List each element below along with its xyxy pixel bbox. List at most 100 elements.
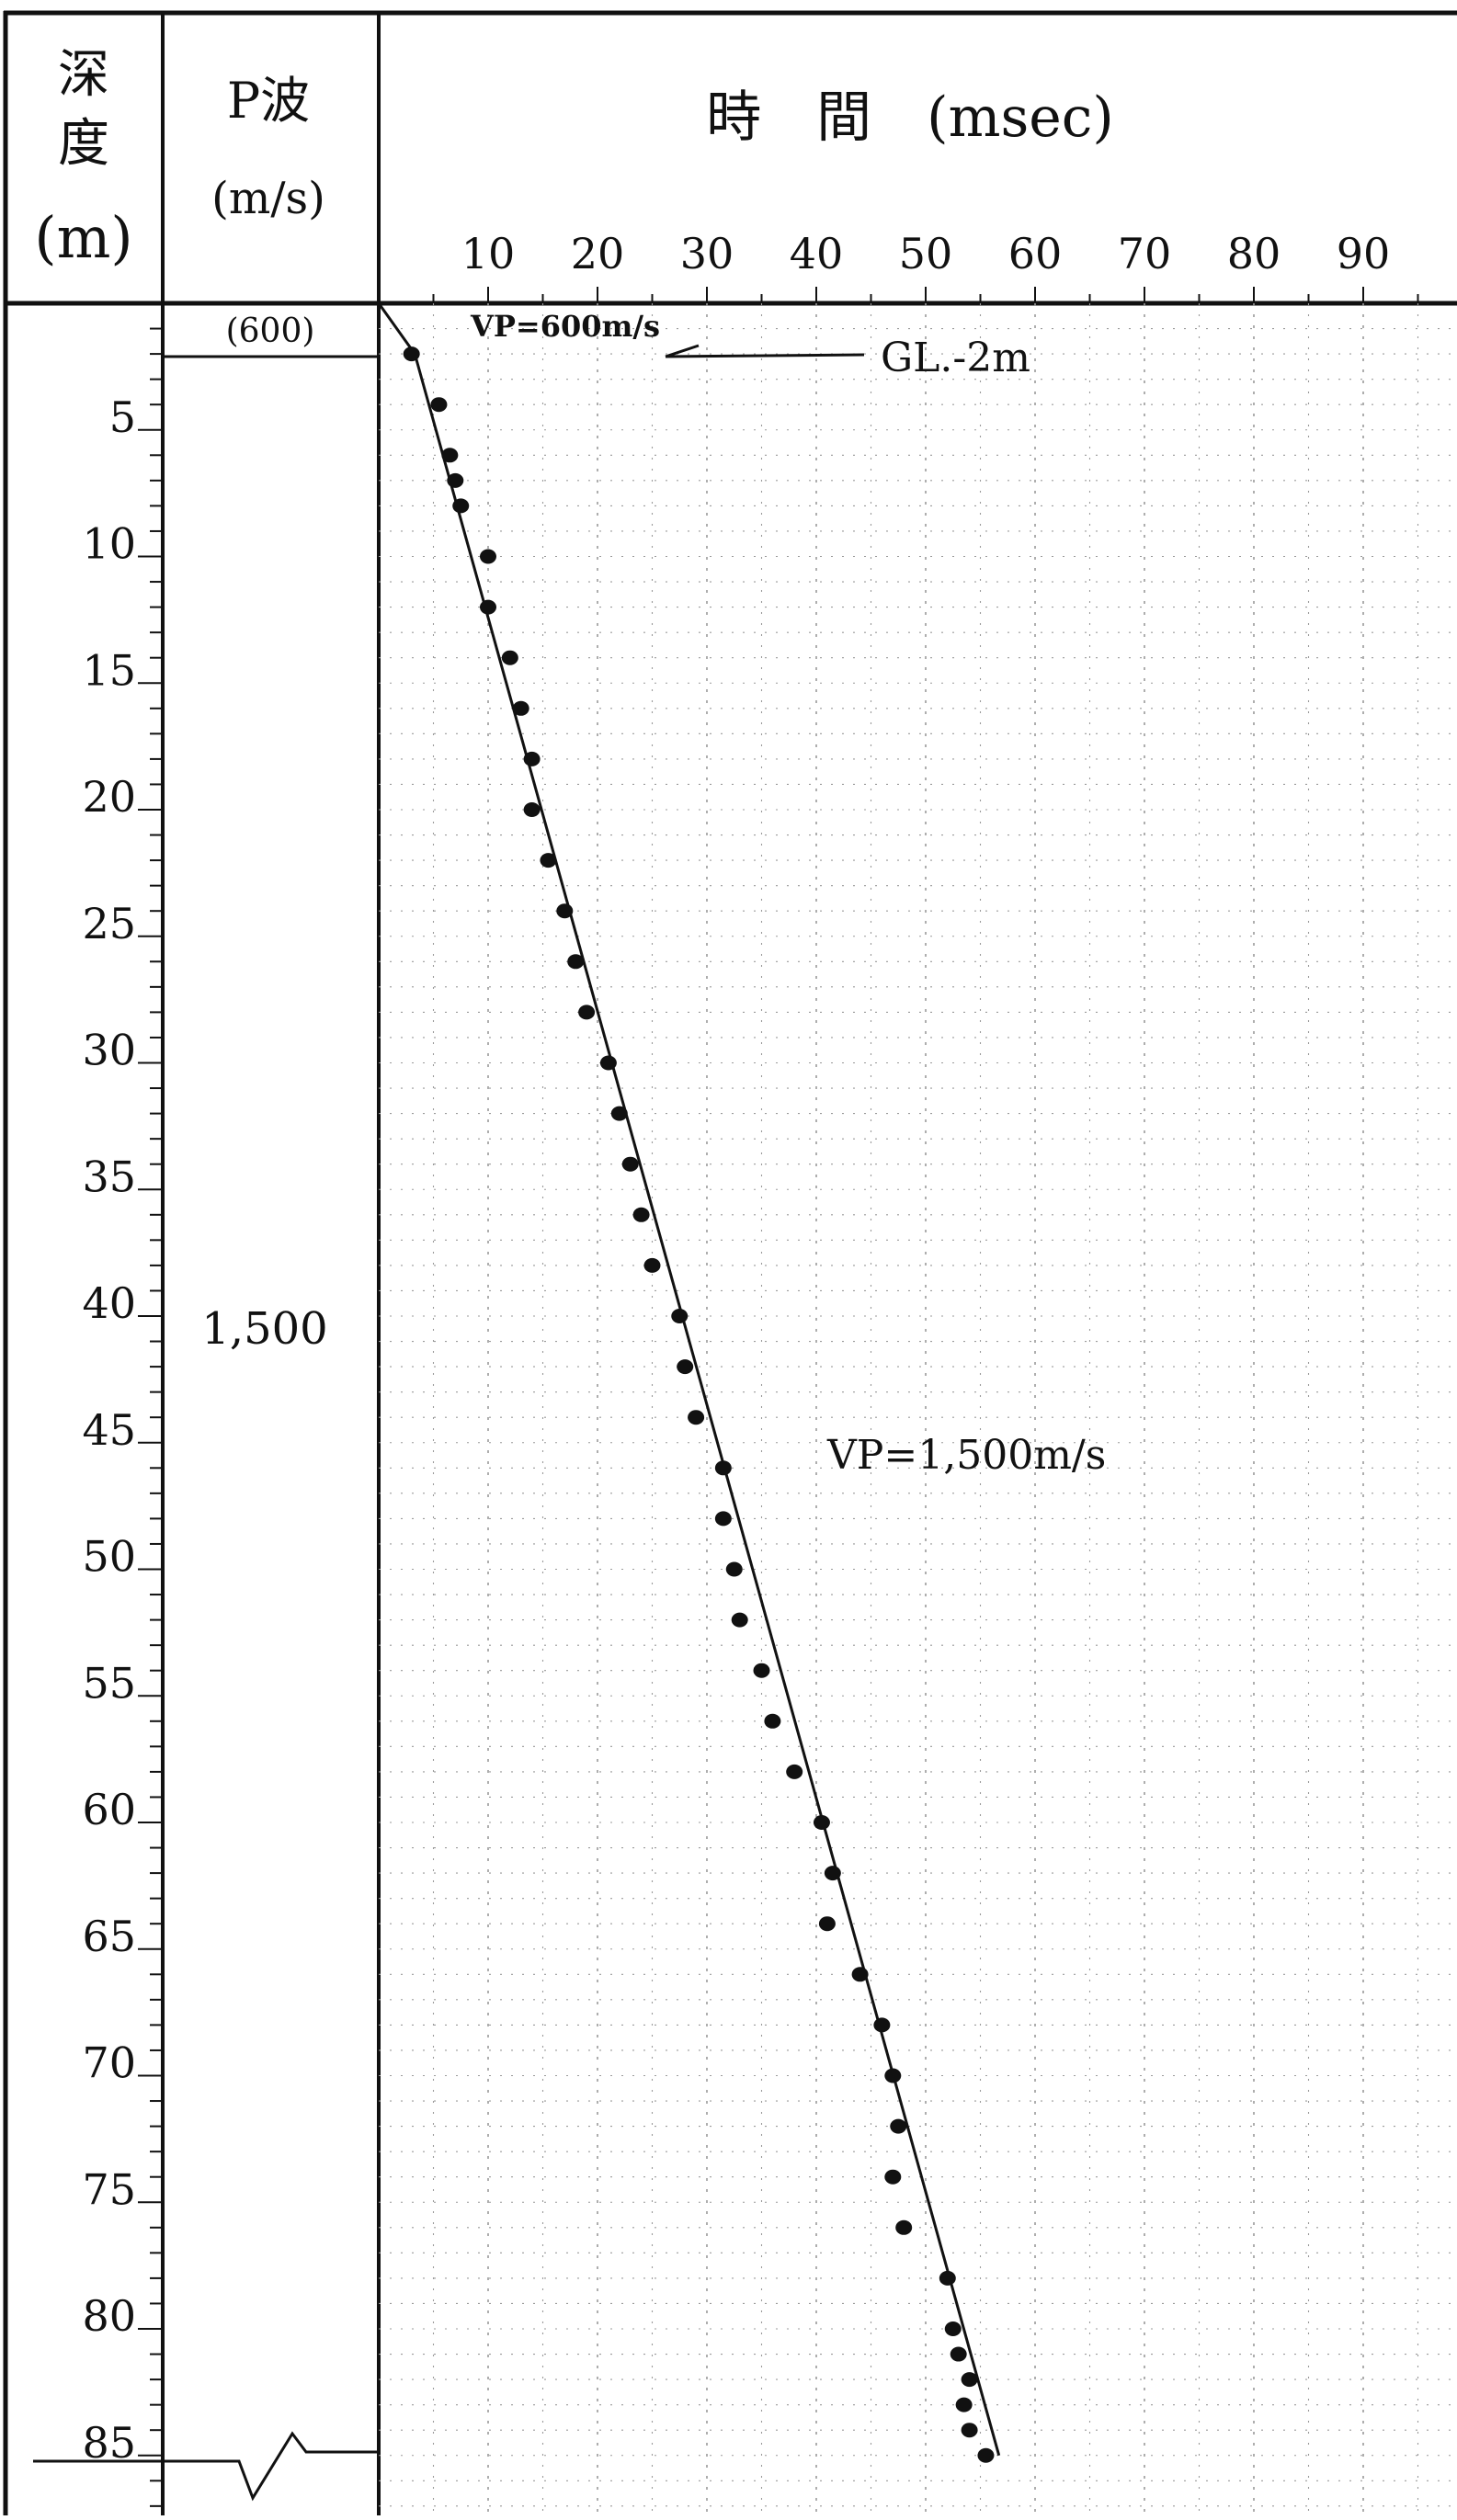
data-point (688, 1410, 705, 1425)
data-point (403, 346, 420, 362)
data-point (851, 1967, 869, 1982)
depth-header-line1: 深 (58, 45, 109, 105)
data-point (599, 1055, 617, 1071)
data-point (753, 1663, 770, 1678)
grid (379, 303, 1457, 2515)
x-tick-label: 40 (790, 229, 844, 278)
y-tick-label: 10 (82, 519, 136, 569)
y-tick-label: 20 (82, 772, 136, 822)
gl-leader-hook (665, 344, 700, 358)
data-point (955, 2397, 973, 2412)
data-point (540, 853, 557, 868)
data-point (556, 903, 574, 919)
pwave-header-line1: P波 (227, 72, 310, 130)
data-point (939, 2270, 956, 2286)
data-point (512, 700, 529, 716)
fit-line (413, 353, 1001, 2457)
depth-header-line3: (m) (34, 204, 132, 271)
x-tick-label: 80 (1227, 229, 1281, 278)
y-tick-label: 45 (82, 1405, 136, 1455)
pwave-header-line2: (m/s) (211, 173, 325, 224)
x-tick-label: 10 (461, 229, 516, 278)
x-tick-label: 20 (571, 229, 625, 278)
data-point (480, 549, 496, 564)
data-point (632, 1207, 650, 1222)
break-symbol (33, 2431, 377, 2502)
x-tick-label: 30 (680, 229, 734, 278)
gl-leader-line (665, 353, 865, 358)
data-point (950, 2346, 967, 2362)
data-point (501, 650, 518, 665)
y-tick-label: 40 (82, 1278, 136, 1328)
y-tick-label: 30 (82, 1026, 136, 1075)
header: 深 度 (m) P波 (m/s) 時 間 (msec) (34, 45, 1113, 271)
data-point (731, 1612, 748, 1628)
annotation-gl: GL.-2m (881, 335, 1030, 381)
y-tick-label: 25 (82, 899, 136, 948)
data-point (764, 1713, 781, 1729)
y-tick-label: 15 (82, 645, 136, 695)
data-point (610, 1106, 628, 1121)
annotations: VP=600m/s GL.-2m VP=1,500m/s (470, 309, 1106, 1479)
time-axis-title: 時 間 (msec) (706, 85, 1114, 150)
y-tick-label: 85 (82, 2418, 136, 2468)
data-point (944, 2321, 962, 2336)
fit-line (379, 303, 416, 355)
y-tick-label: 35 (82, 1152, 136, 1201)
data-point (677, 1359, 694, 1375)
data-point (523, 751, 541, 766)
data-point (961, 2372, 978, 2388)
data-point (977, 2447, 995, 2463)
data-point (884, 2068, 902, 2083)
y-tick-label: 55 (82, 1658, 136, 1708)
data-point (671, 1309, 689, 1323)
data-point (621, 1156, 639, 1172)
y-tick-label: 75 (82, 2164, 136, 2214)
y-tick-label: 80 (82, 2291, 136, 2341)
data-point (725, 1561, 743, 1577)
data-point (890, 2118, 907, 2134)
x-tick-label: 70 (1118, 229, 1172, 278)
data-point (884, 2169, 902, 2185)
data-point (895, 2219, 913, 2235)
y-tick-label: 65 (82, 1912, 136, 1961)
table-frame (3, 10, 1457, 2515)
data-point (714, 1511, 732, 1527)
y-tick-label: 5 (109, 392, 136, 442)
x-tick-label: 60 (1008, 229, 1063, 278)
data-point (480, 599, 496, 615)
data-point (961, 2423, 978, 2438)
velocity-column: (600) 1,500 (201, 312, 327, 1355)
y-tick-label: 60 (82, 1785, 136, 1834)
data-point (818, 1916, 836, 1932)
annotation-vp-upper: VP=600m/s (470, 309, 660, 344)
data-point (452, 498, 470, 514)
data-point (813, 1815, 830, 1830)
velocity-upper-value: (600) (226, 312, 315, 350)
x-axis: 10 20 30 40 50 60 70 80 90 (378, 229, 1419, 303)
annotation-vp-lower: VP=1,500m/s (826, 1432, 1106, 1479)
x-tick-label: 90 (1337, 229, 1391, 278)
data-point (578, 1005, 596, 1020)
data-point (786, 1764, 803, 1779)
depth-header-line2: 度 (58, 114, 109, 174)
data-point (430, 397, 448, 413)
y-tick-label: 70 (82, 2038, 136, 2088)
data-point (441, 448, 459, 463)
data-point (523, 802, 541, 817)
y-axis: 5 10 15 20 25 30 35 40 45 50 55 60 65 70 75 80 85 (82, 327, 163, 2507)
data-point (567, 954, 585, 970)
data-point (873, 2017, 891, 2033)
break-line (33, 2431, 377, 2502)
data-point (643, 1257, 661, 1273)
data-point (714, 1460, 732, 1476)
data-point (447, 472, 464, 488)
data-point (824, 1866, 841, 1881)
velocity-lower-value: 1,500 (201, 1303, 327, 1355)
x-tick-label: 50 (899, 229, 953, 278)
data-points (403, 346, 995, 2463)
y-tick-label: 50 (82, 1532, 136, 1582)
fit-lines (379, 303, 1001, 2457)
